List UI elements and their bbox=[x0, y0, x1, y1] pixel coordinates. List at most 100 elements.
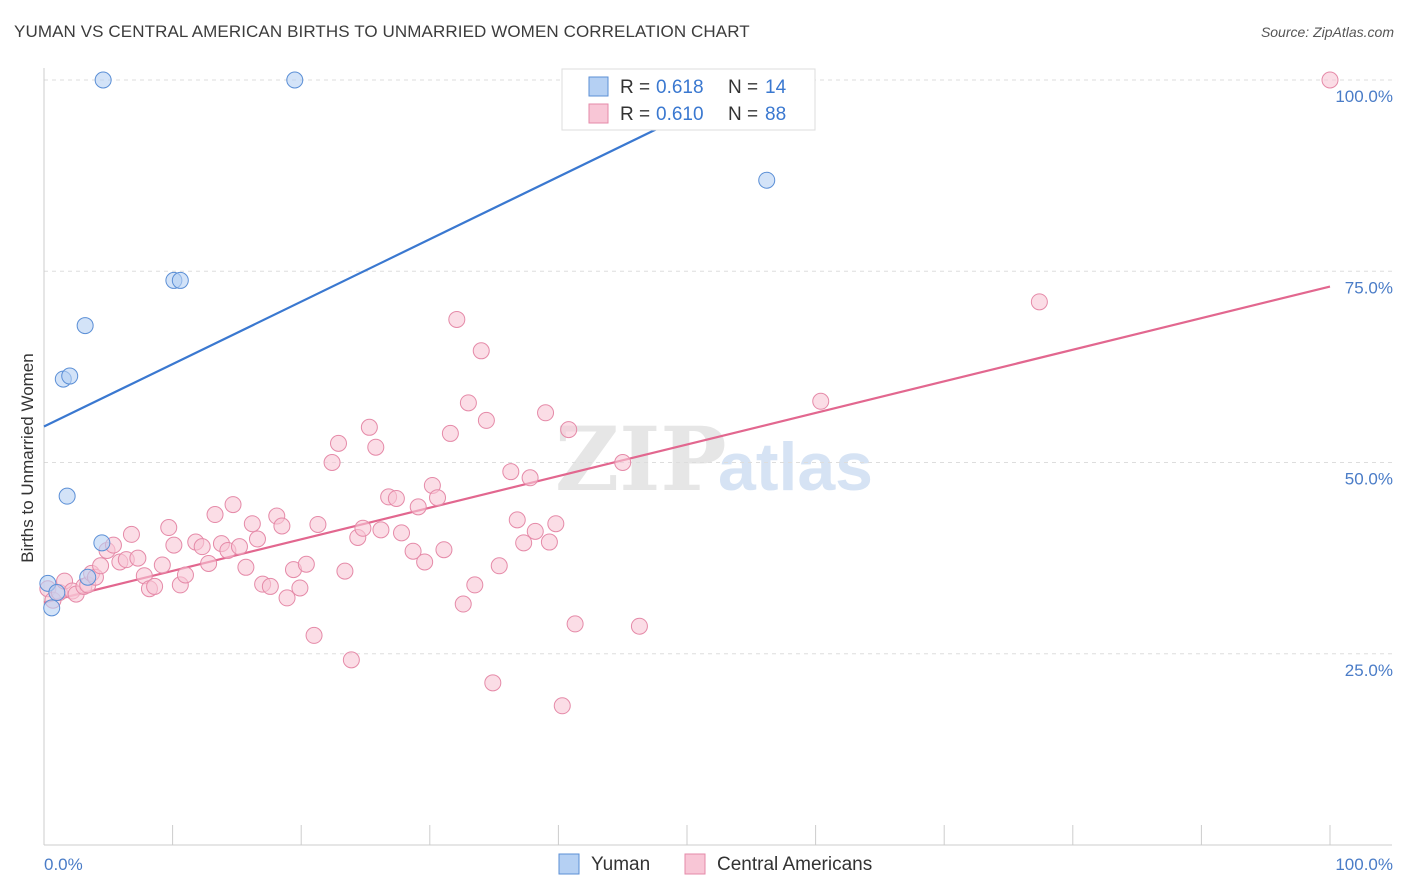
point-central-67 bbox=[459, 394, 477, 412]
series-legend-label-yuman: Yuman bbox=[591, 854, 650, 875]
point-central-26 bbox=[193, 538, 211, 556]
series-legend: Yuman Central Americans bbox=[558, 853, 872, 875]
point-central-76 bbox=[521, 469, 539, 487]
point-central-86 bbox=[812, 392, 830, 410]
point-central-27 bbox=[200, 554, 218, 572]
y-tick-label-0: 25.0% bbox=[1345, 661, 1393, 680]
point-central-33 bbox=[237, 558, 255, 576]
point-central-77 bbox=[526, 522, 544, 540]
point-central-20 bbox=[153, 556, 171, 574]
point-central-82 bbox=[560, 421, 578, 439]
watermark-atlas: atlas bbox=[718, 429, 873, 505]
stats-legend: R = 0.618 N = 14 R = 0.610 N = 88 bbox=[561, 68, 816, 131]
point-central-45 bbox=[309, 515, 327, 533]
point-central-79 bbox=[540, 533, 558, 551]
point-central-66 bbox=[454, 595, 472, 613]
point-central-85 bbox=[630, 617, 648, 635]
legend-r-label-yuman: R = bbox=[620, 77, 650, 98]
point-central-51 bbox=[354, 519, 372, 537]
trend-line-yuman bbox=[43, 79, 759, 428]
point-central-83 bbox=[566, 615, 584, 633]
point-central-39 bbox=[273, 517, 291, 535]
legend-n-value-central: 88 bbox=[765, 104, 786, 125]
grid bbox=[44, 79, 1392, 655]
y-tick-labels: 25.0% 50.0% 75.0% 100.0% bbox=[1335, 87, 1393, 680]
point-central-32 bbox=[230, 538, 248, 556]
series-legend-label-central: Central Americans bbox=[717, 854, 872, 875]
point-central-84 bbox=[614, 454, 632, 471]
y-axis-title: Births to Unmarried Women bbox=[18, 353, 37, 562]
point-yuman-7 bbox=[79, 568, 97, 586]
point-central-28 bbox=[206, 506, 224, 524]
legend-r-value-yuman: 0.618 bbox=[656, 77, 704, 98]
point-central-35 bbox=[248, 530, 266, 548]
point-yuman-4 bbox=[61, 367, 79, 385]
axes bbox=[43, 68, 1392, 846]
point-central-60 bbox=[416, 553, 434, 571]
point-central-74 bbox=[508, 511, 526, 529]
point-central-16 bbox=[129, 549, 147, 567]
point-central-22 bbox=[165, 536, 183, 554]
point-yuman-5 bbox=[58, 487, 76, 505]
data-points bbox=[39, 71, 1339, 715]
point-yuman-11 bbox=[171, 271, 189, 289]
y-tick-label-3: 100.0% bbox=[1335, 87, 1393, 106]
point-central-21 bbox=[160, 519, 178, 537]
point-yuman-1 bbox=[43, 599, 61, 617]
point-central-37 bbox=[261, 577, 279, 595]
point-central-42 bbox=[291, 579, 309, 597]
point-central-15 bbox=[122, 525, 140, 543]
point-yuman-9 bbox=[93, 534, 111, 552]
point-central-54 bbox=[372, 521, 390, 539]
trend-lines bbox=[43, 79, 1331, 604]
point-central-81 bbox=[553, 697, 571, 715]
x-tick-label-min: 0.0% bbox=[44, 855, 83, 874]
point-central-71 bbox=[484, 674, 502, 692]
legend-swatch-yuman bbox=[588, 76, 609, 97]
point-central-24 bbox=[176, 566, 194, 584]
y-tick-label-1: 50.0% bbox=[1345, 470, 1393, 489]
point-central-46 bbox=[323, 454, 341, 471]
point-central-40 bbox=[278, 589, 296, 607]
point-central-73 bbox=[502, 463, 520, 481]
point-yuman-12 bbox=[286, 71, 304, 89]
legend-swatch-central bbox=[588, 103, 609, 124]
point-central-10 bbox=[92, 557, 110, 575]
point-central-87 bbox=[1030, 293, 1048, 311]
legend-n-label-yuman: N = bbox=[728, 77, 758, 98]
point-central-88 bbox=[1321, 71, 1339, 89]
point-central-49 bbox=[342, 651, 360, 669]
point-central-70 bbox=[477, 411, 495, 429]
point-central-44 bbox=[305, 626, 323, 644]
point-central-72 bbox=[490, 557, 508, 575]
x-tick-label-max: 100.0% bbox=[1335, 855, 1393, 874]
point-central-59 bbox=[409, 498, 427, 516]
point-central-75 bbox=[515, 534, 533, 552]
point-central-19 bbox=[146, 577, 164, 595]
chart-title: YUMAN VS CENTRAL AMERICAN BIRTHS TO UNMA… bbox=[14, 22, 750, 41]
source-note: Source: ZipAtlas.com bbox=[1260, 24, 1394, 40]
series-legend-swatch-central bbox=[684, 853, 706, 875]
watermark: ZIP atlas bbox=[555, 407, 873, 511]
point-central-65 bbox=[448, 310, 466, 328]
point-central-62 bbox=[429, 489, 447, 507]
point-yuman-2 bbox=[48, 584, 66, 602]
legend-r-label-central: R = bbox=[620, 104, 650, 125]
point-central-56 bbox=[387, 489, 405, 507]
point-yuman-13 bbox=[758, 171, 776, 189]
point-central-80 bbox=[547, 515, 565, 533]
point-central-58 bbox=[404, 542, 422, 560]
series-legend-swatch-yuman bbox=[558, 853, 580, 875]
point-central-34 bbox=[243, 515, 261, 533]
watermark-zip: ZIP bbox=[555, 407, 727, 511]
legend-n-value-yuman: 14 bbox=[765, 77, 787, 98]
point-central-48 bbox=[336, 562, 354, 580]
point-central-64 bbox=[441, 424, 459, 442]
legend-r-value-central: 0.610 bbox=[656, 104, 704, 125]
point-central-69 bbox=[472, 342, 490, 360]
point-central-31 bbox=[224, 496, 242, 514]
point-yuman-6 bbox=[76, 317, 94, 335]
point-central-78 bbox=[537, 404, 555, 422]
point-central-43 bbox=[297, 555, 315, 573]
